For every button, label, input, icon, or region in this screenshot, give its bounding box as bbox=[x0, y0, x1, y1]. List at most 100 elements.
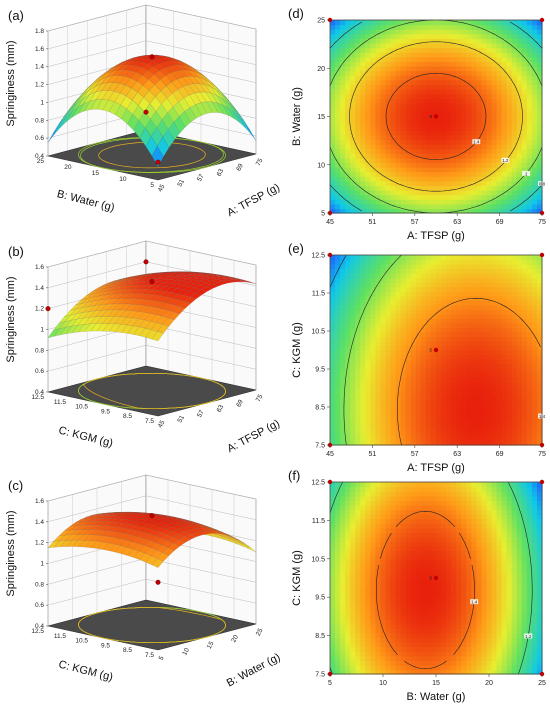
field-cell bbox=[531, 318, 538, 324]
field-cell bbox=[365, 390, 371, 396]
field-cell bbox=[390, 304, 397, 310]
field-cell bbox=[446, 264, 452, 270]
y-tick-label: 12.5 bbox=[31, 628, 44, 635]
field-cell bbox=[365, 363, 371, 369]
field-cell bbox=[340, 559, 346, 565]
field-cell bbox=[345, 282, 351, 288]
field-cell bbox=[355, 536, 361, 543]
field-cell bbox=[456, 399, 462, 405]
field-cell bbox=[451, 350, 457, 356]
field-cell bbox=[385, 84, 392, 90]
y-tick-label: 10 bbox=[119, 176, 127, 183]
field-cell bbox=[536, 98, 543, 104]
field-cell bbox=[365, 162, 371, 168]
field-cell bbox=[365, 157, 371, 164]
field-cell bbox=[400, 408, 407, 414]
field-cell bbox=[471, 121, 477, 127]
field-cell bbox=[425, 327, 432, 333]
field-cell bbox=[471, 199, 477, 205]
field-cell bbox=[340, 372, 346, 378]
field-cell bbox=[536, 84, 543, 90]
field-cell bbox=[350, 582, 356, 588]
field-cell bbox=[410, 413, 417, 419]
field-cell bbox=[330, 359, 336, 365]
field-cell bbox=[496, 435, 503, 442]
field-cell bbox=[466, 208, 472, 214]
field-cell bbox=[536, 318, 543, 324]
field-cell bbox=[496, 422, 503, 428]
field-cell bbox=[335, 363, 341, 369]
field-cell bbox=[486, 277, 493, 283]
field-cell bbox=[420, 148, 427, 154]
field-cell bbox=[436, 435, 442, 442]
field-cell bbox=[345, 390, 351, 396]
field-cell bbox=[340, 541, 346, 547]
field-cell bbox=[511, 33, 518, 39]
field-cell bbox=[511, 125, 518, 131]
field-cell bbox=[335, 20, 341, 26]
field-cell bbox=[370, 268, 377, 274]
field-cell bbox=[335, 70, 341, 76]
field-cell bbox=[481, 404, 488, 410]
field-cell bbox=[461, 277, 467, 283]
field-cell bbox=[360, 431, 366, 437]
field-cell bbox=[436, 259, 442, 265]
field-cell bbox=[415, 422, 422, 428]
field-cell bbox=[410, 144, 417, 150]
field-cell bbox=[345, 399, 351, 405]
field-cell bbox=[496, 194, 503, 200]
field-cell bbox=[330, 65, 336, 72]
z-axis-title: Springiness (mm) bbox=[5, 276, 17, 362]
field-cell bbox=[335, 340, 341, 347]
field-cell bbox=[481, 61, 488, 67]
field-cell bbox=[330, 651, 336, 657]
field-cell bbox=[436, 125, 442, 131]
field-cell bbox=[436, 417, 442, 423]
field-cell bbox=[345, 541, 351, 547]
field-cell bbox=[330, 162, 336, 168]
field-cell bbox=[511, 52, 518, 58]
field-cell bbox=[390, 313, 397, 319]
field-cell bbox=[476, 390, 483, 396]
field-cell bbox=[330, 286, 336, 292]
field-cell bbox=[395, 359, 402, 365]
x-tick-label: 10 bbox=[181, 647, 191, 657]
field-cell bbox=[466, 300, 472, 306]
field-cell bbox=[516, 208, 523, 214]
field-cell bbox=[340, 304, 346, 310]
field-cell bbox=[330, 591, 336, 597]
field-cell bbox=[491, 24, 498, 30]
field-cell bbox=[380, 322, 387, 328]
field-cell bbox=[446, 116, 452, 122]
field-cell bbox=[491, 185, 498, 191]
field-cell bbox=[461, 417, 467, 423]
field-cell bbox=[430, 70, 437, 76]
field-cell bbox=[501, 377, 508, 383]
field-cell bbox=[350, 75, 356, 81]
floor-contour bbox=[80, 137, 224, 173]
field-cell bbox=[516, 167, 523, 173]
field-cell bbox=[390, 309, 397, 315]
field-cell bbox=[350, 24, 356, 30]
x-tick-label: 45 bbox=[326, 451, 334, 458]
field-cell bbox=[370, 75, 377, 81]
field-cell bbox=[456, 255, 462, 261]
field-cell bbox=[496, 340, 503, 347]
field-cell bbox=[461, 61, 467, 67]
y-tick-label: 8.5 bbox=[315, 405, 325, 412]
field-cell bbox=[425, 259, 432, 265]
field-cell bbox=[521, 79, 528, 85]
field-cell bbox=[385, 408, 392, 414]
field-cell bbox=[425, 277, 432, 283]
field-cell bbox=[345, 354, 351, 360]
field-cell bbox=[350, 291, 356, 297]
field-cell bbox=[410, 20, 417, 26]
field-cell bbox=[375, 107, 382, 113]
field-cell bbox=[360, 440, 366, 446]
field-cell bbox=[466, 336, 472, 342]
field-cell bbox=[496, 65, 503, 72]
field-cell bbox=[441, 259, 447, 265]
field-cell bbox=[436, 70, 442, 76]
field-cell bbox=[511, 88, 518, 95]
field-cell bbox=[506, 148, 513, 154]
